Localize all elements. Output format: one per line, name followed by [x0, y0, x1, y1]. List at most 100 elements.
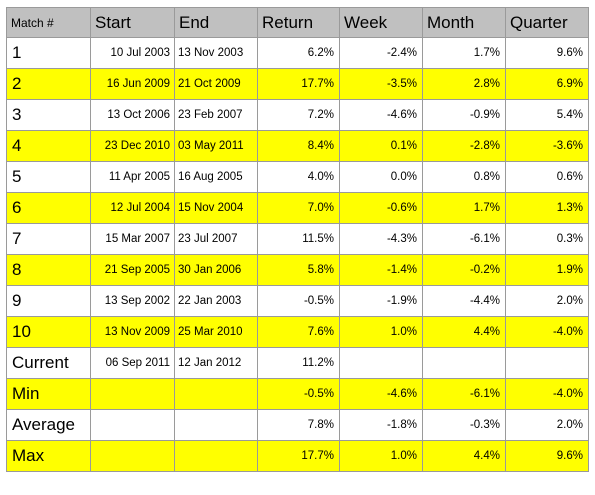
return-cell: 4.0% — [257, 161, 340, 193]
table-row: 1 10 Jul 2003 13 Nov 2003 6.2% -2.4% 1.7% 9.6% — [6, 37, 589, 69]
match-label-cell: Min — [6, 378, 91, 410]
table-row: Max 17.7% 1.0% 4.4% 9.6% — [6, 440, 589, 472]
start-date-cell: 13 Sep 2002 — [90, 285, 175, 317]
week-cell: -4.3% — [339, 223, 423, 255]
month-cell: 1.7% — [422, 192, 506, 224]
quarter-cell — [505, 347, 589, 379]
quarter-cell: -4.0% — [505, 378, 589, 410]
quarter-cell: 2.0% — [505, 409, 589, 441]
table-row: 2 16 Jun 2009 21 Oct 2009 17.7% -3.5% 2.8% 6.9… — [6, 68, 589, 100]
return-cell: 7.2% — [257, 99, 340, 131]
week-cell: -1.9% — [339, 285, 423, 317]
week-cell: -3.5% — [339, 68, 423, 100]
return-cell: 5.8% — [257, 254, 340, 286]
table-row: 3 13 Oct 2006 23 Feb 2007 7.2% -4.6% -0.9% 5.4… — [6, 99, 589, 131]
end-date-cell: 15 Nov 2004 — [174, 192, 258, 224]
quarter-cell: 9.6% — [505, 37, 589, 69]
quarter-cell: 0.6% — [505, 161, 589, 193]
return-cell: 17.7% — [257, 68, 340, 100]
table-row: 4 23 Dec 2010 03 May 2011 8.4% 0.1% -2.8% -3.6… — [6, 130, 589, 162]
end-date-cell: 22 Jan 2003 — [174, 285, 258, 317]
start-date-cell: 23 Dec 2010 — [90, 130, 175, 162]
quarter-cell: 2.0% — [505, 285, 589, 317]
end-date-cell: 13 Nov 2003 — [174, 37, 258, 69]
match-label-cell: 7 — [6, 223, 91, 255]
end-date-cell: 30 Jan 2006 — [174, 254, 258, 286]
quarter-cell: 0.3% — [505, 223, 589, 255]
end-date-cell: 12 Jan 2012 — [174, 347, 258, 379]
month-cell: -2.8% — [422, 130, 506, 162]
match-label-cell: 8 — [6, 254, 91, 286]
week-cell: 1.0% — [339, 316, 423, 348]
end-date-cell: 21 Oct 2009 — [174, 68, 258, 100]
month-cell: -0.3% — [422, 409, 506, 441]
quarter-cell: -3.6% — [505, 130, 589, 162]
header-row: Match # Start End Return Week Month Quar… — [6, 7, 589, 38]
start-date-cell: 15 Mar 2007 — [90, 223, 175, 255]
return-cell: 11.2% — [257, 347, 340, 379]
table-row: Current 06 Sep 2011 12 Jan 2012 11.2% — [6, 347, 589, 379]
return-cell: -0.5% — [257, 285, 340, 317]
header-start: Start — [90, 7, 175, 38]
week-cell: -1.4% — [339, 254, 423, 286]
table-row: 7 15 Mar 2007 23 Jul 2007 11.5% -4.3% -6.1% 0.… — [6, 223, 589, 255]
month-cell: -4.4% — [422, 285, 506, 317]
start-date-cell — [90, 440, 175, 472]
return-cell: -0.5% — [257, 378, 340, 410]
quarter-cell: 5.4% — [505, 99, 589, 131]
match-label-cell: 2 — [6, 68, 91, 100]
return-cell: 8.4% — [257, 130, 340, 162]
week-cell: -2.4% — [339, 37, 423, 69]
results-table-container: Match # Start End Return Week Month Quar… — [6, 7, 589, 472]
table-row: 8 21 Sep 2005 30 Jan 2006 5.8% -1.4% -0.2% 1.9… — [6, 254, 589, 286]
start-date-cell: 13 Oct 2006 — [90, 99, 175, 131]
quarter-cell: 6.9% — [505, 68, 589, 100]
match-label-cell: Average — [6, 409, 91, 441]
week-cell — [339, 347, 423, 379]
end-date-cell: 23 Jul 2007 — [174, 223, 258, 255]
return-cell: 7.6% — [257, 316, 340, 348]
return-cell: 6.2% — [257, 37, 340, 69]
month-cell — [422, 347, 506, 379]
month-cell: -0.9% — [422, 99, 506, 131]
return-cell: 7.0% — [257, 192, 340, 224]
table-row: 9 13 Sep 2002 22 Jan 2003 -0.5% -1.9% -4.4% 2.… — [6, 285, 589, 317]
match-label-cell: 10 — [6, 316, 91, 348]
match-label-cell: 1 — [6, 37, 91, 69]
start-date-cell — [90, 409, 175, 441]
start-date-cell: 21 Sep 2005 — [90, 254, 175, 286]
month-cell: 4.4% — [422, 440, 506, 472]
start-date-cell — [90, 378, 175, 410]
start-date-cell: 16 Jun 2009 — [90, 68, 175, 100]
month-cell: -6.1% — [422, 223, 506, 255]
match-label-cell: Current — [6, 347, 91, 379]
quarter-cell: 9.6% — [505, 440, 589, 472]
table-row: 10 13 Nov 2009 25 Mar 2010 7.6% 1.0% 4.4% -4.0… — [6, 316, 589, 348]
month-cell: 4.4% — [422, 316, 506, 348]
month-cell: 0.8% — [422, 161, 506, 193]
return-cell: 17.7% — [257, 440, 340, 472]
return-cell: 11.5% — [257, 223, 340, 255]
end-date-cell: 03 May 2011 — [174, 130, 258, 162]
header-week: Week — [339, 7, 423, 38]
week-cell: -4.6% — [339, 378, 423, 410]
week-cell: 1.0% — [339, 440, 423, 472]
table-row: 5 11 Apr 2005 16 Aug 2005 4.0% 0.0% 0.8% 0.6% — [6, 161, 589, 193]
start-date-cell: 10 Jul 2003 — [90, 37, 175, 69]
match-label-cell: 9 — [6, 285, 91, 317]
week-cell: 0.0% — [339, 161, 423, 193]
start-date-cell: 11 Apr 2005 — [90, 161, 175, 193]
table-row: Min -0.5% -4.6% -6.1% -4.0% — [6, 378, 589, 410]
end-date-cell: 16 Aug 2005 — [174, 161, 258, 193]
start-date-cell: 12 Jul 2004 — [90, 192, 175, 224]
start-date-cell: 13 Nov 2009 — [90, 316, 175, 348]
month-cell: 1.7% — [422, 37, 506, 69]
quarter-cell: -4.0% — [505, 316, 589, 348]
week-cell: -4.6% — [339, 99, 423, 131]
quarter-cell: 1.3% — [505, 192, 589, 224]
match-label-cell: 6 — [6, 192, 91, 224]
end-date-cell — [174, 378, 258, 410]
month-cell: -0.2% — [422, 254, 506, 286]
week-cell: -1.8% — [339, 409, 423, 441]
return-cell: 7.8% — [257, 409, 340, 441]
